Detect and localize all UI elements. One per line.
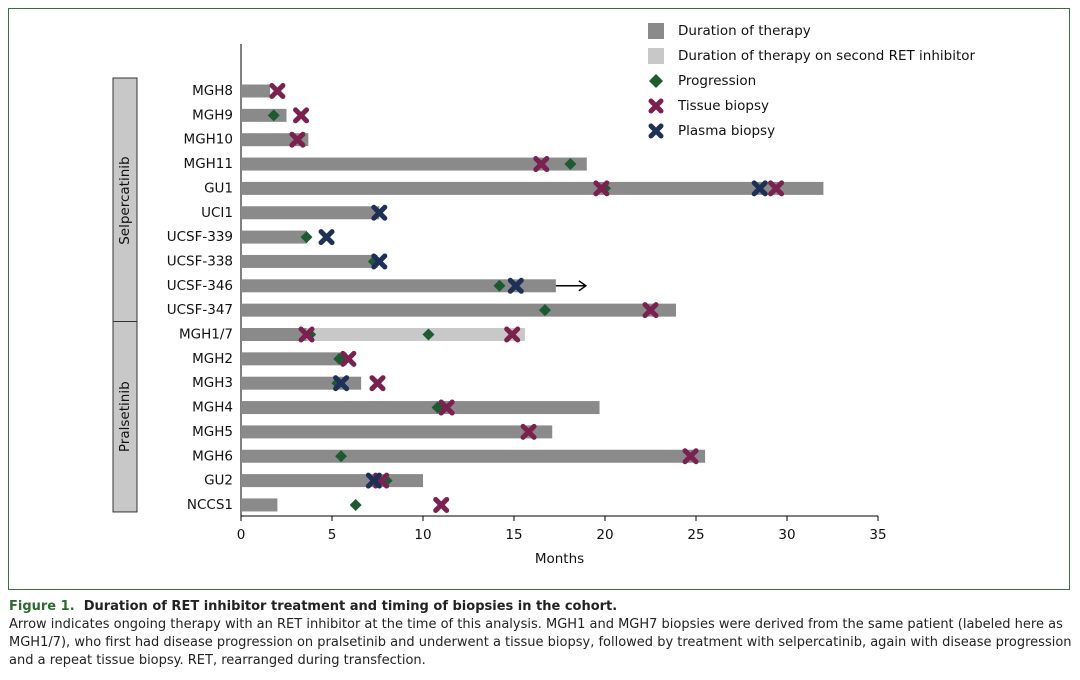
tissue-biopsy-marker: [369, 375, 386, 392]
group-box: [112, 321, 138, 513]
legend-swatch: [648, 98, 664, 114]
caption-label: Figure 1.: [9, 599, 75, 614]
plasma-biopsy-marker: [333, 375, 350, 392]
tissue-biopsy-marker: [340, 350, 357, 367]
caption-title: Duration of RET inhibitor treatment and …: [83, 599, 618, 614]
x-tick-label: 35: [869, 527, 886, 543]
tissue-biopsy-marker: [504, 326, 521, 343]
figure-frame: [8, 8, 1070, 590]
y-tick-label: UCI1: [201, 205, 233, 221]
y-tick-label: UCSF-338: [167, 253, 233, 269]
tissue-biopsy-marker: [520, 423, 537, 440]
y-tick-label: MGH11: [184, 156, 233, 172]
therapy-bar: [241, 230, 307, 244]
x-tick-label: 25: [687, 527, 704, 543]
progression-marker: [493, 279, 506, 292]
tissue-biopsy-marker: [533, 156, 550, 173]
plasma-biopsy-marker: [318, 229, 335, 246]
x-tick-label: 15: [505, 527, 522, 543]
progression-marker: [300, 231, 313, 244]
y-tick-label: MGH1/7: [179, 327, 233, 343]
therapy-bar: [241, 181, 824, 195]
y-tick-label: MGH8: [192, 83, 233, 99]
group-label: Selpercatinib: [117, 156, 133, 244]
plasma-biopsy-marker: [751, 180, 768, 197]
therapy-bar: [241, 84, 271, 98]
tissue-biopsy-marker: [438, 399, 455, 416]
y-tick-label: NCCS1: [187, 497, 233, 513]
therapy-bar: [241, 303, 676, 317]
tissue-biopsy-marker: [682, 448, 699, 465]
x-tick-label: 20: [596, 527, 613, 543]
x-tick-label: 30: [778, 527, 795, 543]
x-axis-label: Months: [535, 551, 584, 567]
y-tick-label: UCSF-346: [167, 278, 233, 294]
progression-marker: [335, 450, 348, 463]
progression-marker: [267, 109, 280, 122]
tissue-biopsy-marker: [768, 180, 785, 197]
plasma-biopsy-marker: [365, 472, 382, 489]
plasma-biopsy-marker: [371, 253, 388, 270]
tissue-biopsy-marker: [289, 131, 306, 148]
tissue-biopsy-marker: [433, 496, 450, 513]
tissue-biopsy-marker: [293, 107, 310, 124]
y-tick-label: MGH6: [192, 448, 233, 464]
y-tick-label: GU2: [204, 473, 233, 489]
tissue-biopsy-marker: [269, 83, 286, 99]
y-tick-label: MGH3: [192, 375, 233, 391]
legend-swatch: [648, 123, 664, 139]
therapy-bar: [241, 498, 278, 512]
y-tick-label: MGH9: [192, 107, 233, 123]
x-tick-label: 10: [414, 527, 431, 543]
y-tick-label: MGH10: [184, 132, 233, 148]
therapy-bar: [241, 254, 378, 268]
therapy-bar: [241, 376, 362, 390]
therapy-bar: [241, 206, 380, 220]
therapy-bar: [241, 279, 556, 293]
tissue-biopsy-marker: [298, 326, 315, 343]
therapy-bar: [241, 157, 587, 171]
caption: Figure 1. Duration of RET inhibitor trea…: [9, 598, 1073, 670]
y-tick-label: MGH2: [192, 351, 233, 367]
y-tick-label: MGH4: [192, 400, 233, 416]
therapy-bar: [241, 352, 347, 366]
y-tick-label: UCSF-347: [167, 302, 233, 318]
therapy-bar: [241, 474, 423, 488]
x-tick-label: 5: [328, 527, 337, 543]
therapy-bar: [241, 449, 706, 463]
y-tick-label: UCSF-339: [167, 229, 233, 245]
legend-label: Duration of therapy: [678, 23, 811, 39]
legend-label: Progression: [678, 73, 756, 89]
progression-marker: [349, 498, 362, 511]
legend-label: Plasma biopsy: [678, 123, 775, 139]
legend-label: Tissue biopsy: [677, 98, 769, 114]
therapy-bar: [241, 401, 600, 415]
progression-marker: [422, 328, 435, 341]
y-tick-label: MGH5: [192, 424, 233, 440]
therapy-bar: [241, 425, 553, 439]
therapy-bar: [241, 328, 307, 341]
ongoing-arrow: [555, 280, 588, 292]
y-tick-label: GU1: [204, 180, 233, 196]
group-label: Pralsetinib: [117, 381, 133, 452]
legend-swatch: [649, 74, 663, 88]
legend-label: Duration of therapy on second RET inhibi…: [678, 48, 976, 64]
group-box: [112, 77, 138, 324]
caption-text: Arrow indicates ongoing therapy with an …: [9, 617, 1072, 668]
progression-marker: [564, 158, 577, 171]
legend-swatch: [648, 23, 664, 39]
plasma-biopsy-marker: [371, 204, 388, 221]
plasma-biopsy-marker: [507, 277, 524, 294]
chart: 0 5 10 15 20 25 30 35 Months Selpercatinib Pralset…: [112, 23, 976, 567]
therapy-bar: [306, 328, 525, 341]
tissue-biopsy-marker: [642, 302, 659, 319]
tissue-biopsy-marker: [593, 180, 610, 197]
legend-swatch: [648, 48, 664, 64]
x-tick-label: 0: [237, 527, 246, 543]
progression-marker: [538, 304, 551, 317]
